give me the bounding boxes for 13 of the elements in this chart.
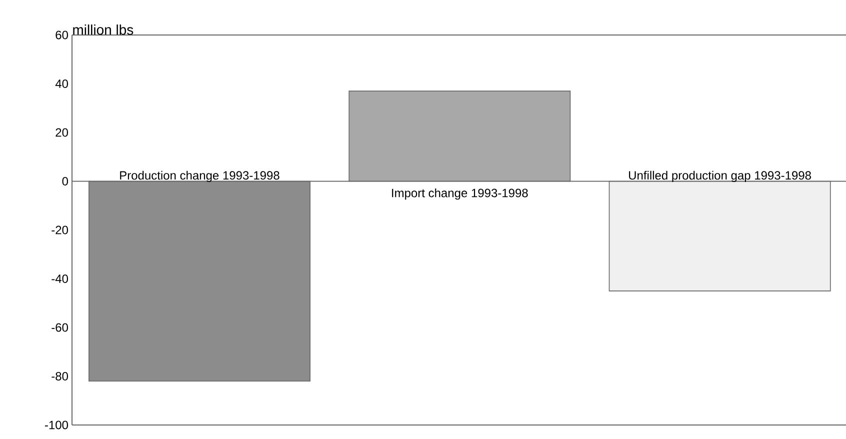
y-tick-label: -100 xyxy=(44,420,68,430)
y-tick-label: 20 xyxy=(56,128,68,137)
y-axis-title: million lbs xyxy=(73,24,134,35)
y-tick-label: -80 xyxy=(52,372,68,380)
x-tick-label: Production change 1993-1998 xyxy=(120,170,280,182)
y-tick-label: -40 xyxy=(52,274,68,283)
x-tick-label: Import change 1993-1998 xyxy=(392,188,528,200)
y-tick-label: 40 xyxy=(55,80,68,88)
y-tick-label: 0 xyxy=(62,176,68,186)
y-tick-label: -20 xyxy=(52,226,68,234)
y-tick-label: 60 xyxy=(56,30,68,40)
x-tick-label: Unfilled production gap 1993-1998 xyxy=(629,170,811,182)
y-tick-label: -60 xyxy=(52,323,68,332)
